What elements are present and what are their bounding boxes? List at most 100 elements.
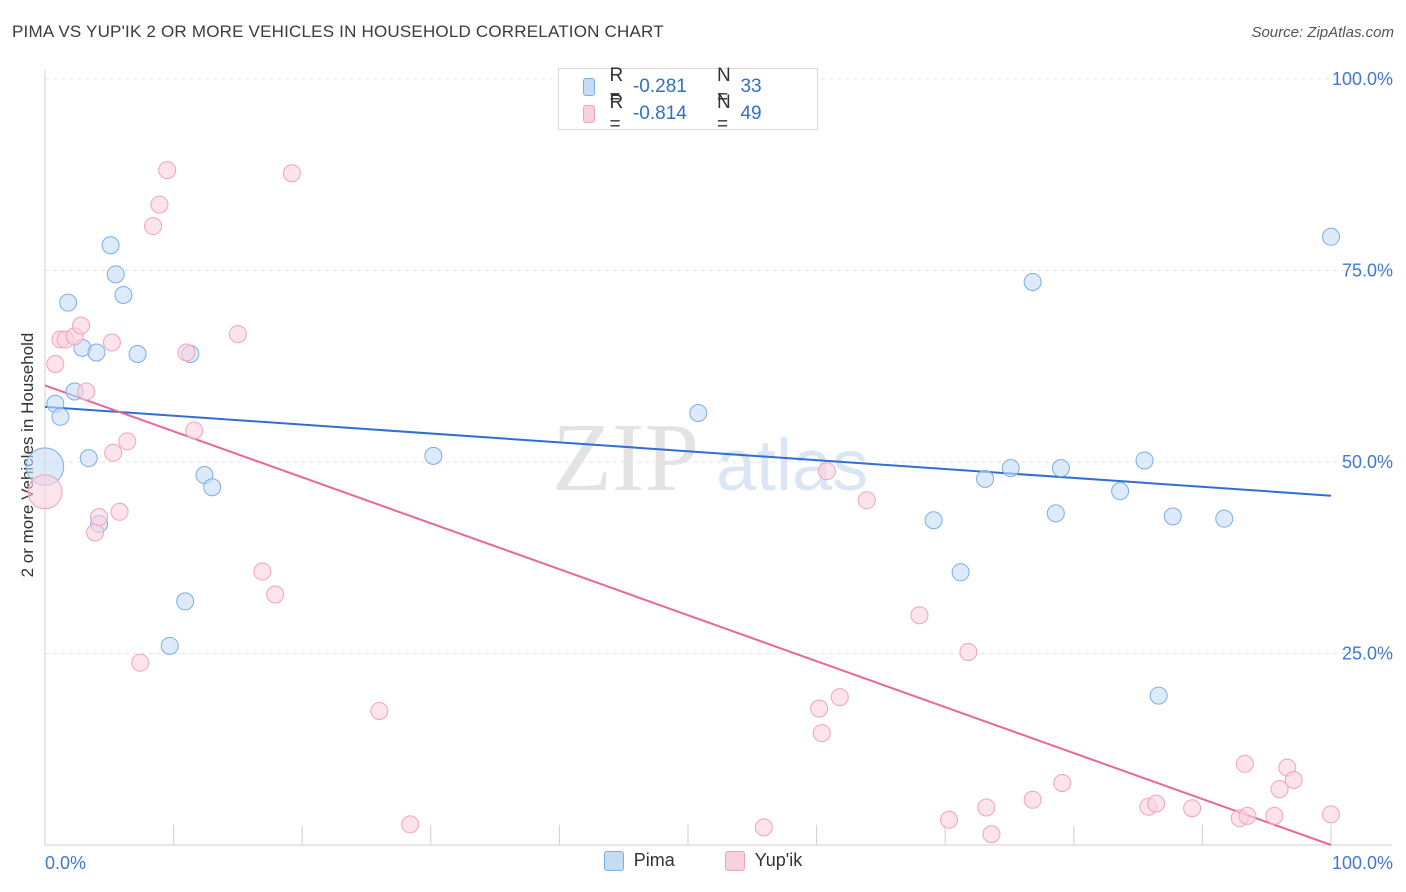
point-yupik (817, 462, 836, 481)
point-yupik (959, 642, 978, 661)
point-yupik (150, 195, 169, 214)
point-yupik (86, 523, 105, 542)
point-yupik (1265, 806, 1284, 825)
point-yupik (144, 217, 163, 236)
point-yupik (401, 815, 420, 834)
legend-label-pima: Pima (633, 850, 675, 870)
source-label: Source: ZipAtlas.com (1251, 24, 1394, 41)
point-yupik (253, 562, 272, 581)
point-yupik (110, 502, 129, 521)
point-yupik (977, 798, 996, 817)
point-yupik (282, 164, 301, 183)
y-tick-labels: 25.0% 50.0% 75.0% 100.0% (1332, 69, 1393, 664)
point-pima (924, 511, 943, 530)
point-yupik (810, 699, 829, 718)
point-pima (1135, 451, 1154, 470)
point-pima (128, 344, 147, 363)
point-yupik (77, 382, 96, 401)
point-pima (951, 563, 970, 582)
point-yupik (1322, 805, 1340, 824)
point-yupik (104, 443, 123, 462)
point-yupik (982, 825, 1001, 844)
point-pima (1149, 686, 1168, 705)
point-pima (1023, 272, 1042, 291)
trend-lines (44, 384, 1332, 846)
point-pima (101, 236, 120, 255)
point-pima (51, 407, 70, 426)
point-pima (106, 265, 125, 284)
point-yupik (228, 325, 247, 344)
point-yupik (185, 421, 204, 440)
legend-item-yupik[interactable]: Yup'ik (724, 850, 803, 871)
point-pima (79, 449, 98, 468)
point-pima (1051, 459, 1070, 478)
legend-swatch-pima (583, 78, 596, 96)
point-yupik (266, 585, 285, 604)
watermark-zip: ZIP (552, 404, 699, 512)
point-pima (87, 343, 106, 362)
point-pima (1163, 507, 1182, 526)
legend-swatch-yupik (583, 105, 596, 123)
point-pima (203, 478, 222, 497)
legend-row-yupik: R = -0.814 N = 49 (583, 92, 824, 135)
point-yupik (1235, 754, 1254, 773)
correlation-legend: R = -0.281 N = 33 R = -0.814 N = 49 (558, 65, 818, 135)
trend-line-pima (44, 405, 1332, 497)
legend-r-value: -0.814 (632, 103, 687, 124)
point-yupik (90, 508, 109, 527)
point-yupik (158, 161, 177, 180)
legend-n-label: N = (716, 65, 731, 108)
point-pima (176, 592, 195, 611)
point-yupik (1147, 794, 1166, 813)
point-pima (1322, 227, 1340, 246)
legend-n-value: 33 (740, 76, 762, 97)
point-pima (689, 403, 708, 422)
trend-line-yupik (44, 384, 1332, 846)
point-pima (1001, 459, 1020, 478)
point-yupik (1053, 773, 1072, 792)
point-yupik (910, 606, 929, 625)
point-yupik (131, 653, 150, 672)
data-points (25, 161, 1340, 844)
legend-r-value: -0.281 (632, 76, 687, 97)
point-yupik (1284, 770, 1303, 789)
x-tick-label: 0.0% (45, 853, 86, 873)
y-tick-label: 75.0% (1342, 261, 1393, 281)
point-yupik (177, 343, 196, 362)
point-yupik (1238, 806, 1257, 825)
point-yupik (46, 354, 65, 373)
point-yupik (370, 701, 389, 720)
chart-title: PIMA VS YUP'IK 2 OR MORE VEHICLES IN HOU… (12, 22, 664, 41)
point-yupik (1183, 799, 1202, 818)
point-yupik (72, 316, 91, 335)
point-yupik (118, 432, 137, 451)
point-yupik (812, 724, 831, 743)
point-pima (1215, 509, 1234, 528)
point-pima (976, 469, 995, 488)
point-pima (424, 446, 443, 465)
legend-label-yupik: Yup'ik (754, 850, 803, 870)
point-yupik (102, 333, 121, 352)
point-yupik (830, 688, 849, 707)
legend-row-pima: R = -0.281 N = 33 (583, 65, 824, 108)
legend-swatch-yupik (724, 850, 745, 871)
point-pima (1111, 482, 1130, 501)
point-yupik (857, 491, 876, 510)
point-yupik (940, 810, 959, 829)
legend-swatch-pima (603, 850, 624, 871)
x-tick-label: 100.0% (1332, 853, 1393, 873)
series-legend: Pima Yup'ik (0, 850, 1406, 871)
point-yupik (754, 818, 773, 837)
y-tick-label: 25.0% (1342, 644, 1393, 664)
point-pima (160, 636, 179, 655)
gridlines (45, 78, 1392, 654)
x-tick-labels: 0.0% 100.0% (45, 853, 1393, 873)
legend-item-pima[interactable]: Pima (603, 850, 675, 871)
point-pima (59, 293, 78, 312)
point-pima (1046, 504, 1065, 523)
point-yupik (1023, 790, 1042, 809)
point-yupik (1270, 780, 1289, 799)
legend-r-label: R = (609, 92, 624, 135)
watermark-atlas: atlas (716, 426, 868, 506)
